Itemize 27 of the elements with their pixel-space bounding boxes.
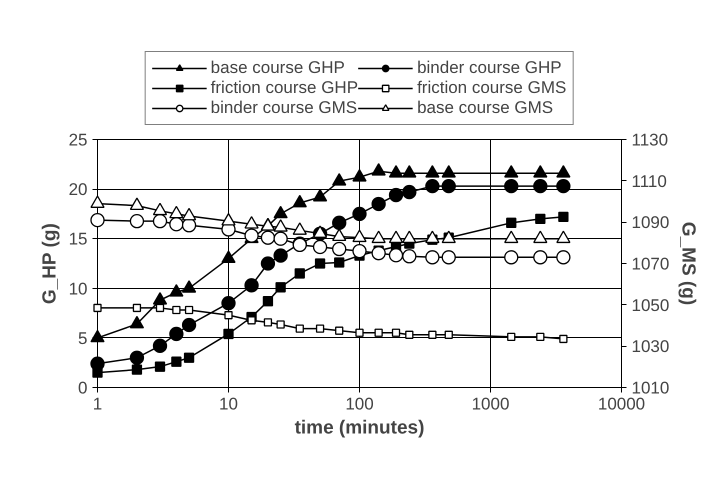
y2-tick-label: 1130 xyxy=(632,130,668,150)
x-tick-label: 1000 xyxy=(472,394,510,414)
legend-label: base course GMS xyxy=(417,98,554,118)
y-axis-title: G_HP (g) xyxy=(40,223,61,304)
y2-tick-label: 1090 xyxy=(632,213,670,232)
y2-tick-label: 1070 xyxy=(632,254,670,274)
x-tick-label: 100 xyxy=(345,394,374,414)
legend-label: binder course GHP xyxy=(417,58,562,78)
y-tick-label: 5 xyxy=(78,328,88,348)
x-axis-title: time (minutes) xyxy=(294,418,424,438)
y-tick-label: 25 xyxy=(68,130,88,150)
y2-tick-label: 1050 xyxy=(632,296,670,315)
legend-label: binder course GMS xyxy=(210,98,358,118)
y-tick-label: 20 xyxy=(68,180,88,200)
x-tick-label: 1 xyxy=(92,394,102,414)
x-tick-label: 10 xyxy=(219,394,238,414)
y-tick-label: 0 xyxy=(78,378,88,398)
y-tick-label: 15 xyxy=(68,230,88,249)
x-tick-label: 10000 xyxy=(598,394,646,414)
legend-label: base course GHP xyxy=(210,58,345,78)
legend-label: friction course GHP xyxy=(210,78,358,98)
y2-tick-label: 1010 xyxy=(632,378,670,398)
legend-label: friction course GMS xyxy=(417,78,566,98)
y-tick-label: 10 xyxy=(68,279,88,298)
y2-tick-label: 1030 xyxy=(632,337,670,356)
y2-axis-title: G_MS (g) xyxy=(677,222,698,306)
y2-tick-label: 1110 xyxy=(632,172,667,191)
